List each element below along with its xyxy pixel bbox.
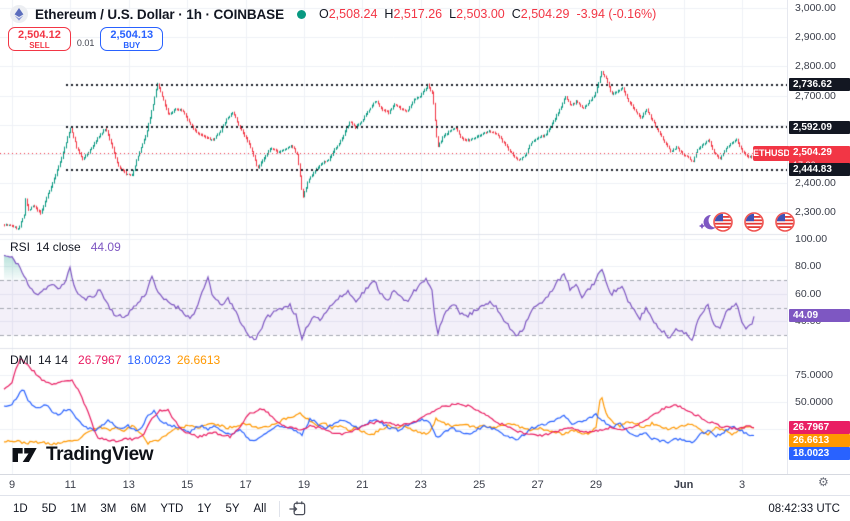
- dmi-params: 14 14: [38, 353, 69, 367]
- dmi-value-chip: 18.0023: [789, 446, 850, 460]
- time-axis-tick[interactable]: 25: [473, 479, 486, 491]
- open-value: 2,508.24: [328, 7, 378, 21]
- spread-value: 0.01: [76, 38, 95, 48]
- sell-label: SELL: [29, 40, 50, 50]
- toolbar-clock[interactable]: 08:42:33 UTC: [768, 502, 840, 515]
- time-axis-tick[interactable]: 13: [122, 479, 135, 491]
- event-flag-icon[interactable]: [774, 211, 796, 233]
- watermark-text: TradingView: [46, 444, 154, 465]
- range-button-1y[interactable]: 1Y: [190, 500, 218, 518]
- order-panel: 2,504.12 SELL 0.01 2,504.13 BUY: [8, 27, 164, 51]
- low-label: L: [449, 7, 457, 21]
- sell-button[interactable]: 2,504.12 SELL: [8, 27, 71, 51]
- dmi-value-chip: 26.7967: [789, 420, 850, 434]
- range-button-5y[interactable]: 5Y: [218, 500, 246, 518]
- event-badges: [698, 211, 796, 233]
- time-axis-tick[interactable]: 9: [8, 479, 16, 491]
- rsi-axis-tick: 100.00: [795, 232, 828, 245]
- time-axis-tick[interactable]: 11: [64, 479, 77, 491]
- event-flag-icon[interactable]: [743, 211, 765, 233]
- price-axis-tick: 3,000.00: [795, 2, 836, 15]
- ohlc-values: O2,508.24 H2,517.26 L2,503.00 C2,504.29 …: [319, 7, 656, 21]
- sell-price: 2,504.12: [18, 28, 61, 41]
- dmi-name: DMI: [10, 353, 32, 367]
- time-axis-tick[interactable]: 29: [589, 479, 603, 491]
- tradingview-logo-icon: [12, 448, 37, 462]
- price-axis-tick: 2,300.00: [795, 206, 836, 219]
- event-moon-icon[interactable]: [698, 212, 716, 232]
- rsi-axis-tick: 60.00: [795, 287, 822, 300]
- range-button-ytd[interactable]: YTD: [153, 500, 190, 518]
- dmi-axis-tick: 50.0000: [795, 395, 833, 408]
- watermark[interactable]: TradingView: [11, 444, 154, 466]
- price-axis-tick: 2,800.00: [795, 60, 836, 73]
- rsi-name: RSI: [10, 240, 31, 254]
- symbol-chip: ETHUSD: [753, 146, 790, 161]
- high-label: H: [384, 7, 394, 21]
- high-value: 2,517.26: [393, 7, 443, 21]
- axis-settings-gear-icon[interactable]: ⚙: [818, 475, 829, 489]
- low-value: 2,503.00: [456, 7, 505, 21]
- time-axis-tick[interactable]: 19: [297, 479, 311, 491]
- range-button-1d[interactable]: 1D: [6, 500, 35, 518]
- price-axis-tick: 2,400.00: [795, 177, 836, 189]
- buy-price: 2,504.13: [110, 28, 154, 41]
- toolbar-divider: [279, 500, 281, 517]
- level-price-chip: 2,736.62: [789, 78, 850, 92]
- market-status-icon: [297, 9, 306, 19]
- time-axis-tick[interactable]: 17: [239, 479, 252, 491]
- level-price-chip: 2,444.83: [789, 163, 850, 177]
- price-axis-tick: 2,700.00: [795, 89, 836, 102]
- go-to-date-icon[interactable]: [288, 499, 307, 518]
- range-button-5d[interactable]: 5D: [35, 500, 64, 518]
- symbol-legend: Ethereum / U.S. Dollar · 1h · COINBASE O…: [10, 5, 656, 23]
- last-price-value: 2,504.29: [793, 146, 832, 158]
- dmi-value-chip: 26.6613: [789, 433, 850, 447]
- range-button-3m[interactable]: 3M: [93, 500, 123, 518]
- time-axis-tick[interactable]: 23: [414, 479, 427, 491]
- rsi-value: 44.09: [90, 240, 121, 254]
- rsi-params: 14 close: [36, 240, 81, 254]
- level-price-chip: 2,592.09: [789, 120, 850, 134]
- time-axis-tick[interactable]: 21: [356, 479, 369, 491]
- dmi-axis-tick: 75.0000: [795, 368, 833, 381]
- dmi-minus-di-value: 26.6613: [176, 353, 221, 367]
- time-axis-tick[interactable]: Jun: [673, 479, 694, 491]
- time-axis-tick[interactable]: 27: [531, 479, 544, 491]
- range-button-1m[interactable]: 1M: [63, 500, 93, 518]
- symbol-title[interactable]: Ethereum / U.S. Dollar · 1h · COINBASE: [35, 6, 284, 22]
- dmi-adx-value: 26.7967: [78, 353, 122, 367]
- time-axis-tick[interactable]: 3: [738, 479, 746, 491]
- open-label: O: [319, 7, 329, 21]
- buy-button[interactable]: 2,504.13 BUY: [100, 27, 164, 51]
- close-value: 2,504.29: [520, 7, 570, 21]
- change-value: -3.94 (-0.16%): [576, 7, 657, 21]
- event-flag-icon[interactable]: [712, 211, 734, 233]
- time-axis-tick[interactable]: 15: [181, 479, 194, 491]
- dmi-plus-di-value: 18.0023: [127, 353, 171, 367]
- range-button-all[interactable]: All: [247, 500, 274, 518]
- rsi-value-chip: 44.09: [789, 309, 850, 323]
- ethereum-logo-icon: [10, 5, 28, 23]
- range-button-6m[interactable]: 6M: [123, 500, 153, 518]
- buy-label: BUY: [123, 40, 141, 50]
- close-label: C: [511, 7, 521, 21]
- rsi-axis-tick: 80.00: [795, 260, 822, 273]
- price-axis-tick: 2,900.00: [795, 31, 836, 44]
- rsi-legend[interactable]: RSI 14 close 44.09: [10, 240, 121, 254]
- dmi-legend[interactable]: DMI 14 14 26.7967 18.0023 26.6613: [10, 353, 220, 367]
- time-axis[interactable]: [0, 474, 850, 496]
- bottom-toolbar: 1D 5D 1M 3M 6M YTD 1Y 5Y All 08:42:33 UTC: [0, 495, 850, 521]
- chart-canvas[interactable]: [0, 0, 850, 474]
